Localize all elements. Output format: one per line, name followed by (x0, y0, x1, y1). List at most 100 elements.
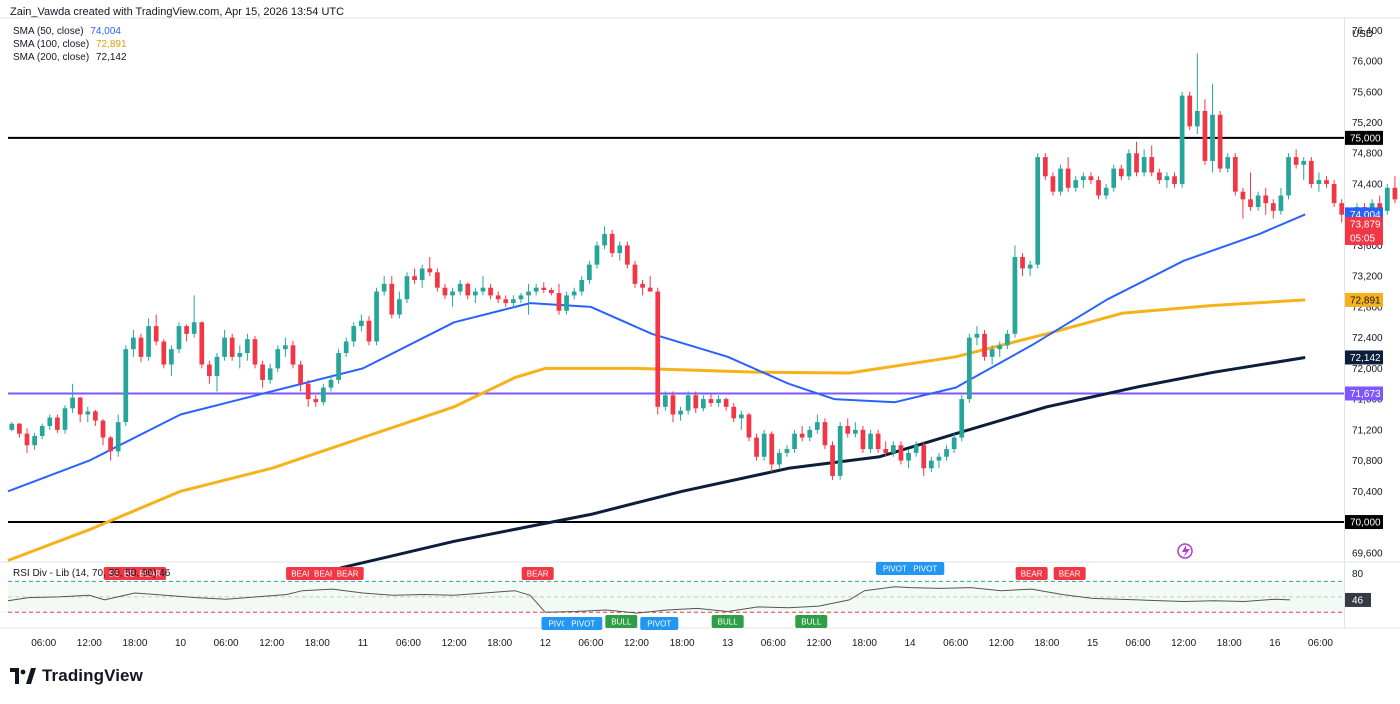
x-tick-label: 06:00 (214, 638, 239, 649)
candle (974, 333, 980, 338)
candle (1111, 168, 1117, 188)
candle (47, 417, 53, 426)
candle (571, 291, 577, 296)
candle (1286, 157, 1291, 196)
y-tick-label: 74,400 (1352, 179, 1383, 190)
rsi-signal-text: PIVOT (548, 620, 572, 629)
candle (617, 245, 623, 254)
candle (822, 422, 828, 446)
candle (1293, 157, 1299, 165)
legend-sma100-value: 72,891 (95, 39, 127, 50)
candle (541, 287, 547, 290)
tradingview-logo[interactable]: TradingView (10, 666, 143, 686)
candle (723, 399, 729, 407)
candle (465, 283, 471, 296)
price-tag-text: 74,004 (1350, 210, 1381, 221)
candle (24, 433, 30, 446)
candle (313, 399, 319, 403)
x-tick-label: 13 (722, 638, 734, 649)
candle (655, 291, 661, 407)
rsi-signal-tag (640, 617, 679, 630)
candle (913, 445, 919, 453)
candle (1088, 176, 1094, 181)
x-tick-label: 12:00 (259, 638, 284, 649)
rsi-signal-text: BULL (718, 618, 739, 627)
price-tag-text: 73,879 (1350, 219, 1381, 230)
rsi-signal-text: PIVOT (647, 620, 671, 629)
candle (511, 299, 516, 304)
candle (533, 287, 539, 292)
candle (936, 456, 942, 461)
rsi-signal-text: BEAR (1021, 570, 1043, 579)
candle (397, 299, 402, 315)
rsi-signal-tag (1053, 567, 1086, 580)
hline-price-text: 71,673 (1350, 389, 1381, 400)
candle (1324, 180, 1329, 184)
candle (784, 449, 790, 453)
candle (814, 422, 820, 430)
candle (746, 414, 752, 438)
candle (678, 410, 683, 415)
candle (77, 397, 83, 415)
y-tick-label: 72,000 (1352, 364, 1383, 375)
price-tag (1345, 350, 1383, 365)
x-tick-label: 12 (540, 638, 552, 649)
candle (1225, 157, 1231, 169)
candle (17, 423, 22, 434)
legend-sma50[interactable]: SMA (50, close) 74,004 (13, 26, 121, 37)
candle (670, 395, 676, 415)
candle (852, 429, 858, 434)
candle (906, 452, 911, 461)
hline-price-text: 70,000 (1350, 518, 1381, 529)
rsi-signal-text: BEAR (314, 570, 336, 579)
candle (1141, 157, 1147, 173)
candle (1179, 95, 1185, 184)
x-tick-label: 12:00 (806, 638, 831, 649)
candle (1156, 172, 1162, 181)
candle (336, 353, 341, 380)
candle (237, 353, 243, 357)
sma100-line (7, 298, 1306, 562)
candle (602, 233, 607, 246)
rsi-line (7, 586, 1291, 614)
candle (32, 435, 37, 446)
candle (70, 397, 75, 409)
x-tick-label: 06:00 (396, 638, 421, 649)
legend-sma100[interactable]: SMA (100, close) 72,891 (13, 39, 127, 50)
candle (1134, 153, 1139, 173)
candle (298, 364, 303, 384)
candle (708, 399, 714, 403)
candle (115, 422, 121, 452)
x-tick-label: 18:00 (305, 638, 330, 649)
candle (739, 414, 744, 419)
candle (488, 287, 493, 296)
attribution: Zain_Vawda created with TradingView.com,… (10, 6, 345, 18)
legend-sma200[interactable]: SMA (200, close) 72,142 (13, 52, 127, 63)
candle (1050, 176, 1056, 192)
x-tick-label: 11 (358, 638, 369, 649)
x-tick-label: 06:00 (1126, 638, 1151, 649)
currency-label[interactable]: USD (1352, 29, 1374, 40)
x-tick-label: 10 (175, 638, 187, 649)
candle (1255, 195, 1261, 208)
candle (1172, 176, 1177, 184)
rsi-signal-tag (1015, 567, 1048, 580)
candle (1384, 187, 1390, 211)
x-tick-label: 06:00 (31, 638, 56, 649)
y-tick-label: 75,600 (1352, 87, 1383, 98)
candle (647, 287, 653, 292)
y-tick-label: 76,400 (1352, 26, 1383, 37)
candle (412, 276, 417, 281)
candle (108, 437, 113, 452)
rsi-legend[interactable]: RSI Div - Lib (14, 70, 30, 50, 90) 46 (13, 568, 171, 579)
y-tick-label: 75,200 (1352, 118, 1383, 129)
candle (1058, 168, 1063, 192)
candle (321, 387, 326, 403)
candle (404, 276, 410, 300)
x-tick-label: 12:00 (624, 638, 649, 649)
legend-sma100-label: SMA (100, close) (13, 39, 90, 50)
x-tick-label: 18:00 (122, 638, 147, 649)
candle (1012, 256, 1018, 334)
